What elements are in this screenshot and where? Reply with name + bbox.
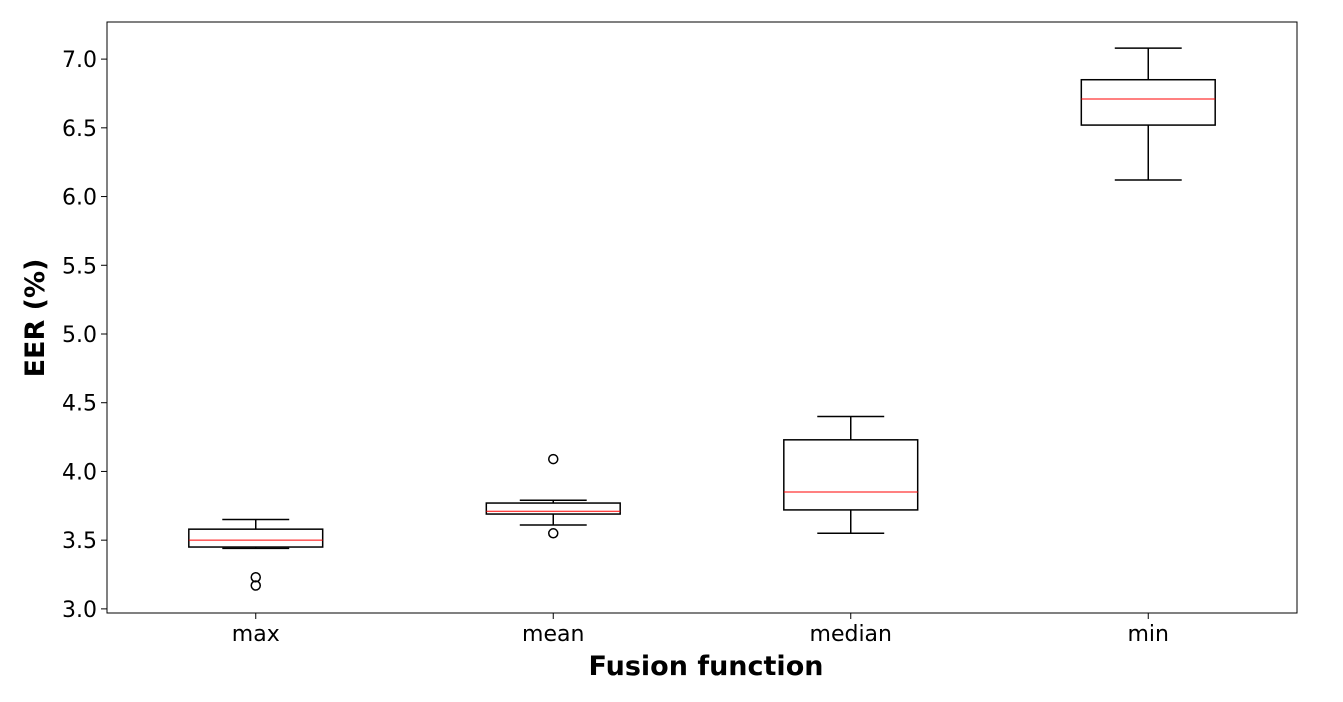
y-tick-label: 6.0 [62,186,97,211]
y-tick-label: 6.5 [62,117,97,142]
box [485,502,621,515]
x-axis: max mean median min [232,613,1169,647]
plot-area [106,21,1298,614]
outlier-point [548,528,559,539]
y-axis-title: EER (%) [20,259,51,378]
y-axis: 3.0 3.5 4.0 4.5 5.0 5.5 6.0 6.5 7.0 [62,48,107,623]
x-tick-label: mean [522,622,584,647]
box [188,528,324,548]
box-group-median [783,415,919,535]
x-tick-label: max [232,622,280,647]
boxes [188,47,1216,591]
y-tick-label: 5.0 [62,323,97,348]
y-tick-label: 5.5 [62,254,97,279]
box-group-mean [485,453,621,539]
outlier-point [250,580,261,591]
box-group-min [1080,47,1216,181]
x-tick-label: median [810,622,892,647]
y-tick-label: 4.0 [62,460,97,485]
y-tick-label: 4.5 [62,392,97,417]
y-tick-label: 7.0 [62,48,97,73]
x-axis-title: Fusion function [589,651,824,682]
y-tick-label: 3.5 [62,529,97,554]
x-tick-label: min [1128,622,1170,647]
y-tick-label: 3.0 [62,598,97,623]
box-group-max [188,518,324,591]
box [1080,78,1216,126]
outlier-point [250,572,261,583]
box [783,439,919,511]
outlier-point [548,453,559,465]
